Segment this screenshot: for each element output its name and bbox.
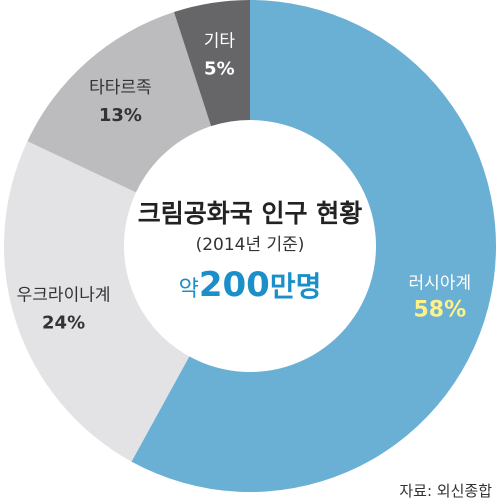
chart-title: 크림공화국 인구 현황 bbox=[138, 199, 362, 228]
center-total-prefix: 약 bbox=[179, 277, 199, 302]
center-total-number: 200 bbox=[199, 265, 270, 305]
slice-label-other: 기타 bbox=[204, 31, 236, 51]
slice-value-tatar: 13% bbox=[99, 105, 142, 126]
slice-value-other: 5% bbox=[204, 58, 235, 79]
slice-label-russian: 러시아계 bbox=[409, 274, 472, 294]
slice-russian bbox=[131, 0, 496, 492]
center-total-suffix: 만명 bbox=[270, 270, 322, 303]
slice-ukrainian bbox=[3, 141, 190, 462]
slice-label-ukrainian: 우크라이나계 bbox=[17, 286, 111, 306]
slice-tatar bbox=[27, 12, 212, 193]
donut-slices bbox=[3, 0, 496, 492]
chart-subtitle: (2014년 기준) bbox=[196, 235, 305, 255]
slice-other bbox=[173, 0, 250, 127]
source-note: 자료: 외신종합 bbox=[399, 482, 492, 500]
center-total: 약200만명 bbox=[179, 265, 322, 305]
slice-labels: 러시아계 58% 우크라이나계 24% 타타르족 13% 기타 5% bbox=[17, 31, 471, 333]
slice-value-ukrainian: 24% bbox=[42, 313, 85, 334]
slice-label-tatar: 타타르족 bbox=[89, 78, 152, 98]
slice-value-russian: 58% bbox=[414, 298, 467, 323]
